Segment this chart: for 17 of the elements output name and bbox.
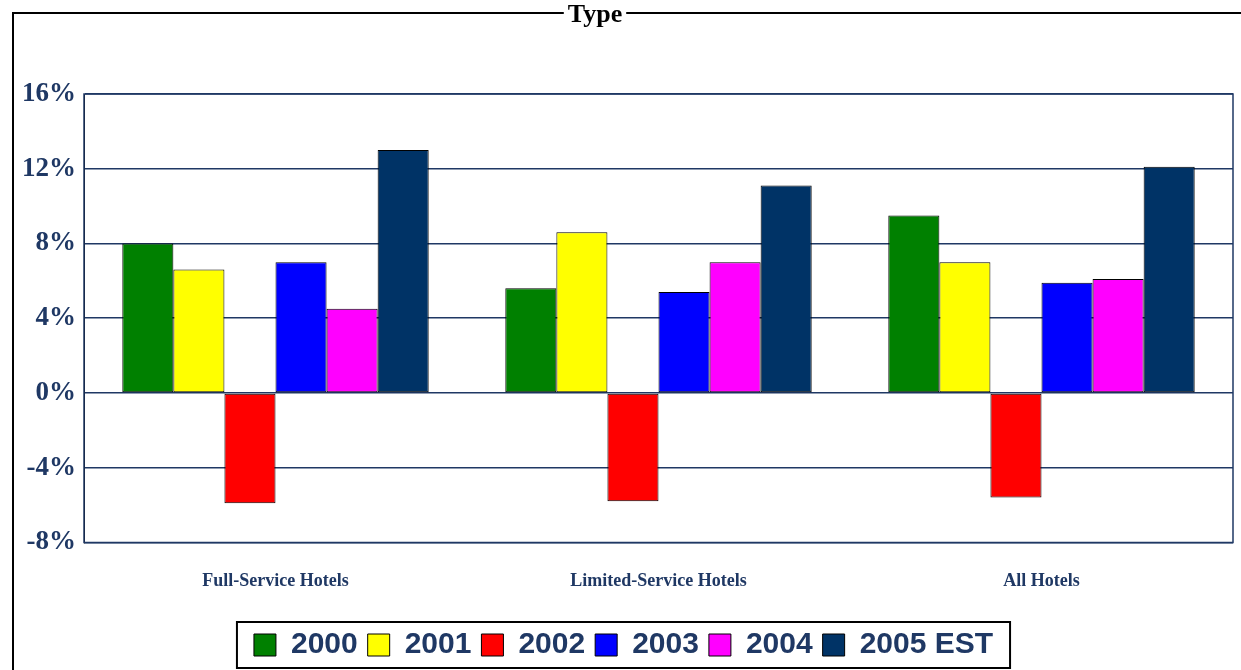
legend-label: 2000: [290, 626, 358, 660]
y-tick-label: -8%: [26, 525, 76, 556]
legend-label: 2004: [745, 626, 813, 660]
x-tick-label: Limited-Service Hotels: [570, 569, 747, 590]
chart-title: Type: [567, 0, 623, 28]
legend-label: 2001: [404, 626, 472, 660]
legend-label: 2003: [632, 626, 699, 660]
y-tick-label: 4%: [35, 301, 76, 332]
legend-label: 2002: [518, 626, 586, 660]
y-tick-label: -4%: [26, 450, 76, 481]
y-tick-label: 12%: [22, 151, 76, 182]
y-tick-label: 16%: [22, 76, 76, 107]
x-tick-label: Full-Service Hotels: [202, 569, 349, 590]
legend-label: 2005 EST: [859, 626, 994, 660]
x-tick-label: All Hotels: [1003, 569, 1080, 590]
y-tick-label: 8%: [35, 226, 76, 257]
y-tick-label: 0%: [35, 375, 76, 406]
